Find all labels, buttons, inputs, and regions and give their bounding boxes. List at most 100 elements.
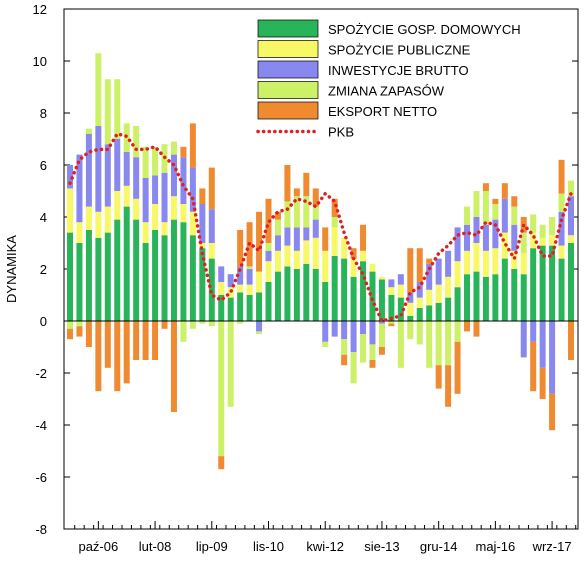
bar-segment <box>331 256 338 321</box>
bar-segment <box>152 175 159 204</box>
bar-segment <box>218 456 225 470</box>
bar-segment <box>85 321 92 347</box>
bar-segment <box>284 266 291 321</box>
pkb-line <box>68 132 573 323</box>
bar-segment <box>350 321 357 353</box>
bar-segment <box>501 183 508 199</box>
bar-segment <box>170 219 177 321</box>
bar-segment <box>199 321 206 324</box>
bar-segment <box>520 274 527 321</box>
bar-segment <box>274 211 281 220</box>
bar-segment <box>133 219 140 321</box>
legend: SPOŻYCIE GOSP. DOMOWYCH SPOŻYCIE PUBLICZN… <box>256 19 521 140</box>
bar-segment <box>67 328 73 340</box>
bar-segment <box>482 191 489 225</box>
legend-label: EKSPORT NETTO <box>328 104 437 119</box>
bar-segment <box>558 245 565 259</box>
bar-segment <box>256 321 263 332</box>
legend-swatch <box>257 60 319 79</box>
bars <box>67 53 574 470</box>
bar-segment <box>199 243 206 249</box>
bar-segment <box>152 321 159 360</box>
bar-segment <box>464 274 471 321</box>
bar-segment <box>227 297 234 321</box>
bar-segment <box>152 204 159 230</box>
legend-label: PKB <box>328 125 354 140</box>
bar-segment <box>189 235 196 321</box>
bar-segment <box>378 323 385 347</box>
bar-segment <box>568 321 574 360</box>
bar-segment <box>161 235 168 321</box>
bar-segment <box>482 224 489 251</box>
x-tick-label: lut-08 <box>139 539 172 554</box>
bar-segment <box>378 276 385 280</box>
bar-segment <box>123 321 130 384</box>
bar-segment <box>293 188 300 197</box>
bar-segment <box>492 198 499 204</box>
bar-segment <box>189 321 196 329</box>
bar-segment <box>331 321 338 337</box>
bar-segment <box>293 250 300 269</box>
bar-segment <box>67 232 73 321</box>
bar-segment <box>445 297 452 321</box>
bar-segment <box>218 321 225 457</box>
bar-segment <box>322 227 329 251</box>
bar-segment <box>416 248 423 282</box>
bar-segment <box>180 321 187 342</box>
bar-segment <box>322 250 329 282</box>
bar-segment <box>133 198 140 220</box>
bar-segment <box>445 321 452 366</box>
bar-segment <box>482 183 489 191</box>
bar-segment <box>256 331 263 334</box>
bar-segment <box>520 232 527 254</box>
bar-segment <box>558 258 565 321</box>
y-tick-label: 6 <box>40 158 47 173</box>
bar-segment <box>558 159 565 194</box>
bar-segment <box>492 219 499 249</box>
bar-segment <box>407 321 414 340</box>
bar-segment <box>161 172 168 223</box>
legend-swatch <box>257 101 319 120</box>
bar-segment <box>189 211 196 236</box>
bar-segment <box>218 266 225 282</box>
bar-segment <box>274 235 281 251</box>
bar-segment <box>397 321 404 368</box>
bar-segment <box>360 321 367 334</box>
bar-segment <box>123 185 130 207</box>
bar-segment <box>473 321 480 337</box>
bar-segment <box>312 206 319 220</box>
bar-segment <box>397 284 404 298</box>
bar-segment <box>426 263 433 290</box>
bar-segment <box>170 141 177 155</box>
bar-segment <box>104 144 111 207</box>
bar-segment <box>558 193 565 212</box>
bar-segment <box>426 289 433 306</box>
x-tick-label: kwi-12 <box>306 539 344 554</box>
bar-segment <box>246 284 253 295</box>
bar-segment <box>208 209 215 243</box>
bar-segment <box>350 352 357 384</box>
bar-segment <box>237 321 244 324</box>
bar-segment <box>180 222 187 321</box>
bar-segment <box>180 157 187 204</box>
bar-segment <box>511 250 518 269</box>
x-tick-label: gru-14 <box>420 539 458 554</box>
bar-segment <box>568 180 574 197</box>
bar-segment <box>265 250 272 262</box>
legend-label: SPOŻYCIE GOSP. DOMOWYCH <box>328 22 521 37</box>
bar-segment <box>208 243 215 259</box>
bar-segment <box>85 206 92 230</box>
y-tick-label: 0 <box>40 314 47 329</box>
bar-segment <box>142 178 149 223</box>
bar-segment <box>435 365 442 389</box>
bar-segment <box>530 248 537 321</box>
bar-segment <box>388 295 395 321</box>
bar-segment <box>76 326 83 337</box>
bar-segment <box>265 243 272 251</box>
bar-segment <box>378 321 385 324</box>
bar-segment <box>520 321 527 358</box>
bar-segment <box>473 217 480 243</box>
bar-segment <box>95 211 102 238</box>
bar-segment <box>161 222 168 236</box>
bar-segment <box>473 243 480 272</box>
